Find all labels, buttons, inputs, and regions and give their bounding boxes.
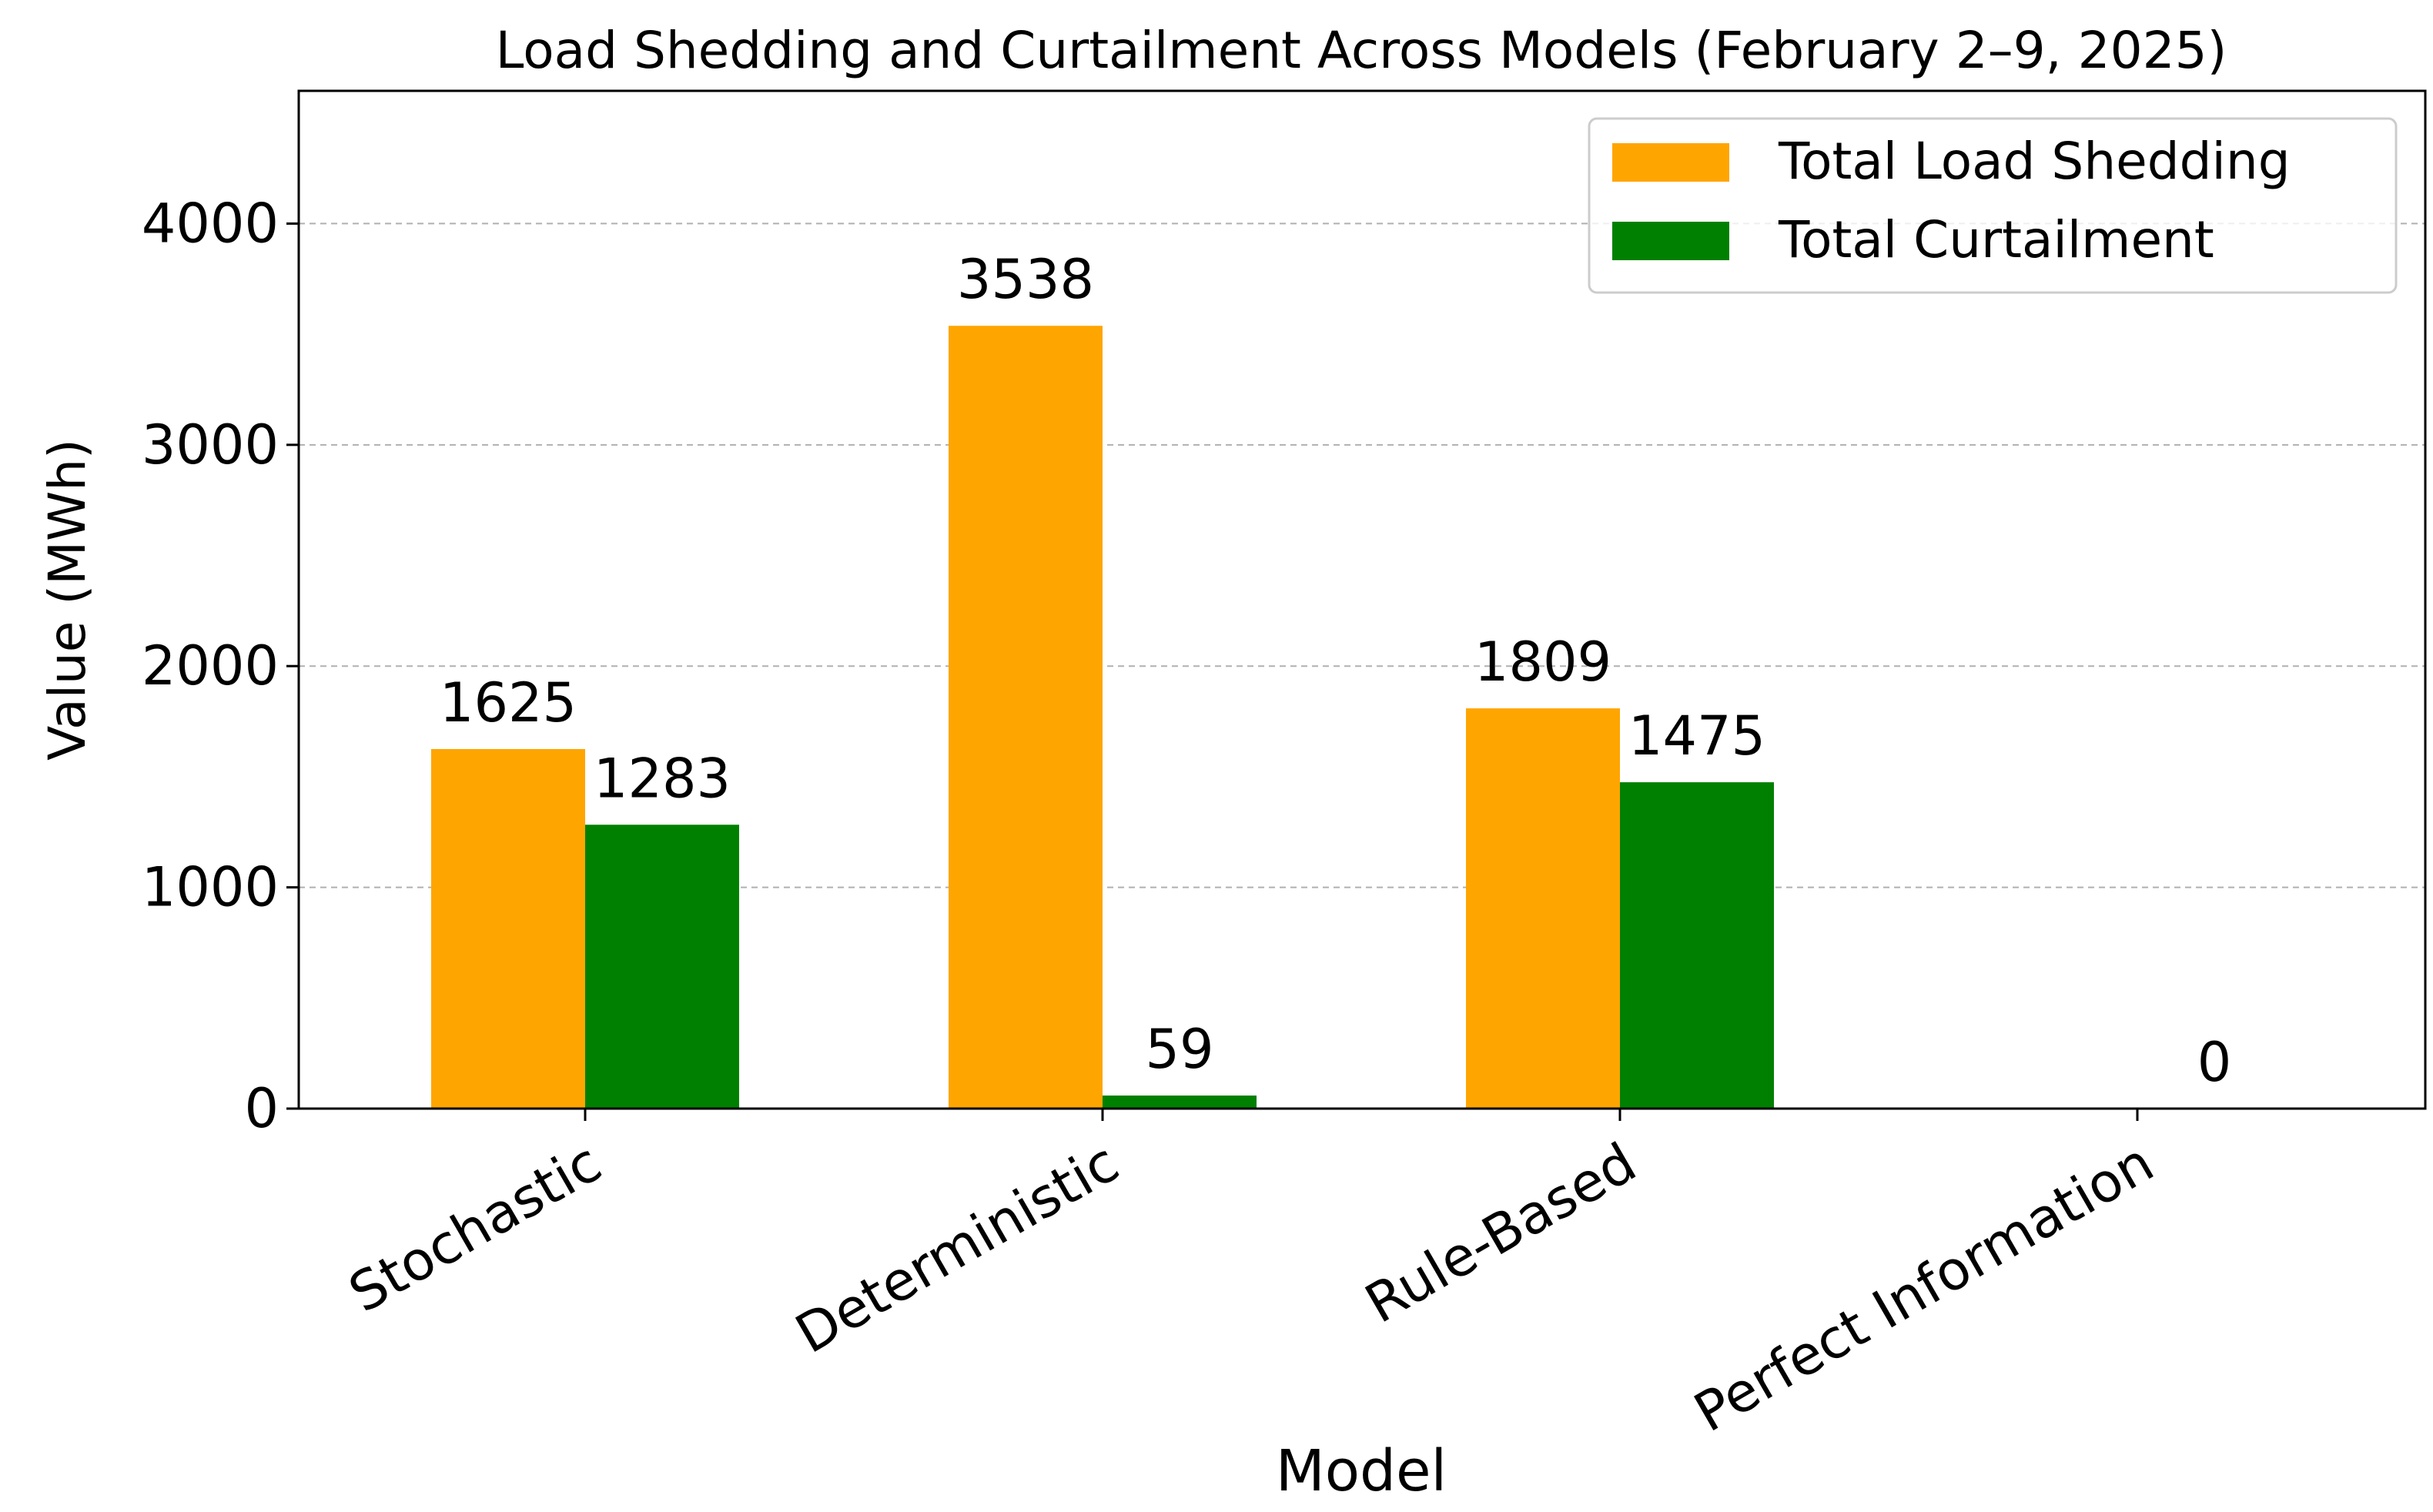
legend-frame: [1588, 117, 2398, 294]
bars: [431, 326, 1774, 1109]
plot-frame: [297, 89, 2427, 1110]
x-axis-label: Model: [1276, 1438, 1447, 1504]
legend: Total Load Shedding Total Curtailment: [1588, 117, 2398, 294]
data-label-total-curtailment-rule-based: 1475: [1628, 704, 1765, 768]
x-tick-label-deterministic: Deterministic: [785, 1131, 1129, 1366]
chart-title: Load Shedding and Curtailment Across Mod…: [496, 21, 2227, 80]
bar-total-load-shedding-stochastic: [431, 748, 585, 1109]
bar-total-curtailment-deterministic: [1103, 1096, 1257, 1109]
data-label-total-curtailment-deterministic: 59: [1145, 1018, 1213, 1081]
bar-total-load-shedding-deterministic: [949, 326, 1103, 1109]
y-axis-label: Value (MWh): [38, 439, 97, 761]
data-label-total-curtailment-stochastic: 1283: [594, 747, 731, 810]
bar-labels: 1625 3538 1809 1283 59 1475 0: [440, 248, 2231, 1094]
y-tick-label: 4000: [142, 192, 279, 255]
x-tick-label-stochastic: Stochastic: [339, 1131, 612, 1325]
x-tick-label-rule-based: Rule-Based: [1355, 1131, 1647, 1336]
data-label-total-load-shedding-rule-based: 1809: [1474, 631, 1611, 694]
y-tick-label: 1000: [142, 856, 279, 919]
y-tick-label: 2000: [142, 634, 279, 697]
data-label-total-curtailment-perfect-information: 0: [2197, 1031, 2232, 1094]
y-axis-ticks: 0 1000 2000 3000 4000: [142, 192, 299, 1140]
bar-total-load-shedding-rule-based: [1466, 708, 1620, 1109]
legend-swatch-load-shedding: [1612, 143, 1729, 182]
x-axis-ticks: Stochastic Deterministic Rule-Based Perfect…: [339, 1109, 2164, 1444]
legend-label-curtailment: Total Curtailment: [1778, 210, 2214, 269]
bar-total-curtailment-rule-based: [1620, 782, 1774, 1109]
legend-label-load-shedding: Total Load Shedding: [1778, 132, 2291, 191]
data-label-total-load-shedding-deterministic: 3538: [957, 248, 1094, 311]
y-tick-label: 0: [244, 1077, 279, 1140]
y-tick-label: 3000: [142, 413, 279, 477]
data-label-total-load-shedding-stochastic: 1625: [440, 671, 577, 734]
bar-total-curtailment-stochastic: [585, 825, 739, 1109]
legend-swatch-curtailment: [1612, 222, 1729, 260]
x-tick-label-perfect-information: Perfect Information: [1684, 1131, 2164, 1444]
